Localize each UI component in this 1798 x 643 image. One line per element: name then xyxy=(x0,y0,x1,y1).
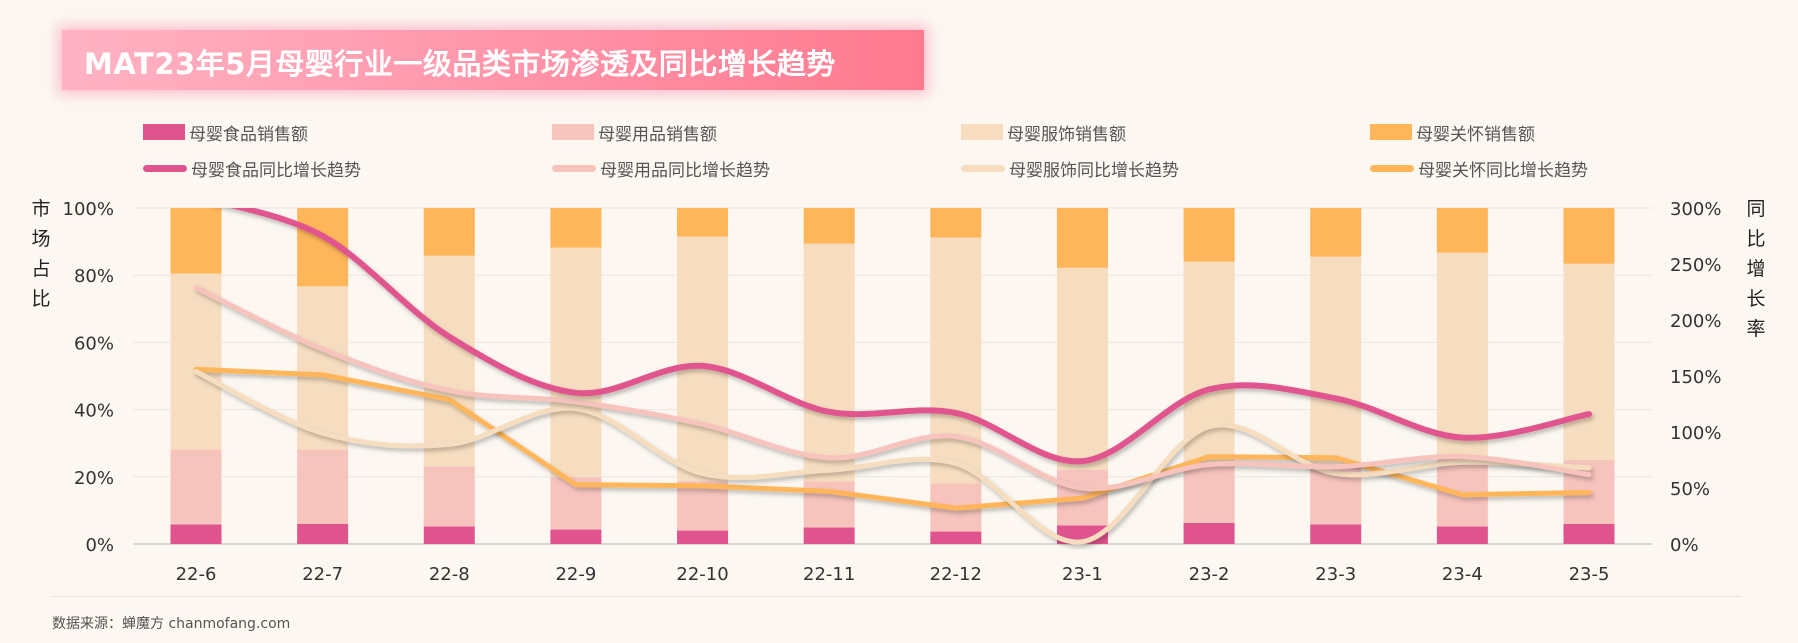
x-tick-label: 22-11 xyxy=(803,564,855,585)
legend-item: 母婴用品同比增长趋势 xyxy=(552,156,770,181)
legend-item: 母婴用品销售额 xyxy=(552,120,717,145)
line-series-4 xyxy=(193,366,1592,511)
bar-4-22-11 xyxy=(803,208,855,244)
legend-label: 母婴用品同比增长趋势 xyxy=(600,160,770,181)
bar-3-22-9 xyxy=(550,247,602,478)
legend-line-swatch xyxy=(552,164,596,172)
right-tick-label: 300% xyxy=(1670,199,1721,220)
left-tick-label: 80% xyxy=(74,266,114,287)
left-axis-title: 市场占比 xyxy=(31,198,51,310)
title-banner: MAT23年5月母婴行业一级品类市场渗透及同比增长趋势 xyxy=(62,30,924,90)
legend-item: 母婴食品同比增长趋势 xyxy=(143,156,361,181)
x-tick-label: 22-8 xyxy=(429,564,470,585)
x-tick-label: 23-3 xyxy=(1315,564,1356,585)
x-tick-label: 22-6 xyxy=(176,564,217,585)
legend-label: 母婴食品销售额 xyxy=(189,124,308,145)
bar-2-23-2 xyxy=(1183,461,1235,523)
bar-1-22-12 xyxy=(930,531,982,544)
bar-3-23-3 xyxy=(1310,256,1362,464)
x-tick-label: 22-10 xyxy=(676,564,728,585)
left-tick-label: 40% xyxy=(74,401,114,422)
bar-1-23-4 xyxy=(1436,526,1488,544)
bar-4-22-6 xyxy=(170,208,222,274)
bar-4-22-8 xyxy=(423,208,475,256)
bar-3-23-4 xyxy=(1436,252,1488,457)
legend-label: 母婴服饰销售额 xyxy=(1007,124,1126,145)
left-tick-label: 60% xyxy=(74,333,114,354)
bar-1-22-6 xyxy=(170,524,222,544)
legend-label: 母婴关怀销售额 xyxy=(1416,124,1535,145)
chart-title: MAT23年5月母婴行业一级品类市场渗透及同比增长趋势 xyxy=(84,47,836,81)
bar-1-22-11 xyxy=(803,527,855,544)
legend-item: 母婴服饰同比增长趋势 xyxy=(961,156,1179,181)
bar-2-22-10 xyxy=(677,481,729,531)
legend-item: 母婴服饰销售额 xyxy=(961,120,1126,145)
legend-label: 母婴用品销售额 xyxy=(598,124,717,145)
legend-line-swatch xyxy=(1370,164,1414,172)
bar-4-23-1 xyxy=(1056,208,1108,268)
bar-4-23-2 xyxy=(1183,208,1235,262)
legend-item: 母婴关怀同比增长趋势 xyxy=(1370,156,1588,181)
x-tick-label: 23-4 xyxy=(1442,564,1483,585)
legend-bar-swatch xyxy=(552,124,594,140)
bar-3-22-8 xyxy=(423,255,475,467)
bar-3-23-5 xyxy=(1563,263,1615,460)
legend-item: 母婴食品销售额 xyxy=(143,120,308,145)
bar-2-22-7 xyxy=(297,449,349,524)
bar-3-22-12 xyxy=(930,237,982,484)
legend-label: 母婴服饰同比增长趋势 xyxy=(1009,160,1179,181)
right-axis-title: 同比增长率 xyxy=(1746,198,1766,340)
right-tick-label: 250% xyxy=(1670,255,1721,276)
bar-3-23-1 xyxy=(1056,267,1108,470)
bar-4-22-10 xyxy=(677,208,729,237)
right-tick-label: 150% xyxy=(1670,367,1721,388)
bar-3-23-2 xyxy=(1183,261,1235,462)
bar-3-22-6 xyxy=(170,273,222,450)
bar-4-23-3 xyxy=(1310,208,1362,257)
bar-3-22-10 xyxy=(677,236,729,482)
bar-2-22-8 xyxy=(423,466,475,527)
source-note: 数据来源：蝉魔方 chanmofang.com xyxy=(52,616,291,632)
left-tick-label: 0% xyxy=(85,535,114,556)
legend-line-swatch xyxy=(143,164,187,172)
bar-3-22-7 xyxy=(297,286,349,450)
legend-label: 母婴关怀同比增长趋势 xyxy=(1418,160,1588,181)
x-tick-label: 23-2 xyxy=(1189,564,1230,585)
legend-bar-swatch xyxy=(143,124,185,140)
right-tick-label: 100% xyxy=(1670,423,1721,444)
left-tick-label: 20% xyxy=(74,468,114,489)
legend-item: 母婴关怀销售额 xyxy=(1370,120,1535,145)
bar-1-23-2 xyxy=(1183,522,1235,544)
legend-bar-swatch xyxy=(1370,124,1412,140)
legend-line-swatch xyxy=(961,164,1005,172)
x-tick-label: 22-9 xyxy=(555,564,596,585)
bar-4-22-9 xyxy=(550,208,602,248)
bar-4-22-12 xyxy=(930,208,982,238)
x-tick-label: 22-7 xyxy=(302,564,343,585)
footer-divider xyxy=(52,596,1742,597)
bar-3-22-11 xyxy=(803,243,855,482)
x-tick-label: 23-1 xyxy=(1062,564,1103,585)
x-tick-label: 22-12 xyxy=(930,564,982,585)
x-tick-label: 23-5 xyxy=(1569,564,1610,585)
line-series-3 xyxy=(193,369,1592,545)
bar-1-23-5 xyxy=(1563,523,1615,544)
right-tick-label: 200% xyxy=(1670,311,1721,332)
right-tick-label: 50% xyxy=(1670,479,1710,500)
bar-1-23-3 xyxy=(1310,524,1362,544)
bar-4-23-5 xyxy=(1563,208,1615,264)
bar-1-22-10 xyxy=(677,530,729,544)
bar-1-22-7 xyxy=(297,523,349,544)
bar-2-22-6 xyxy=(170,449,222,525)
bar-4-23-4 xyxy=(1436,208,1488,253)
line-series-1 xyxy=(229,208,1592,465)
left-tick-label: 100% xyxy=(63,199,114,220)
legend-label: 母婴食品同比增长趋势 xyxy=(191,160,361,181)
legend-bar-swatch xyxy=(961,124,1003,140)
bar-1-22-8 xyxy=(423,526,475,544)
line-series-2 xyxy=(193,285,1592,492)
right-tick-label: 0% xyxy=(1670,535,1699,556)
bar-1-22-9 xyxy=(550,529,602,544)
